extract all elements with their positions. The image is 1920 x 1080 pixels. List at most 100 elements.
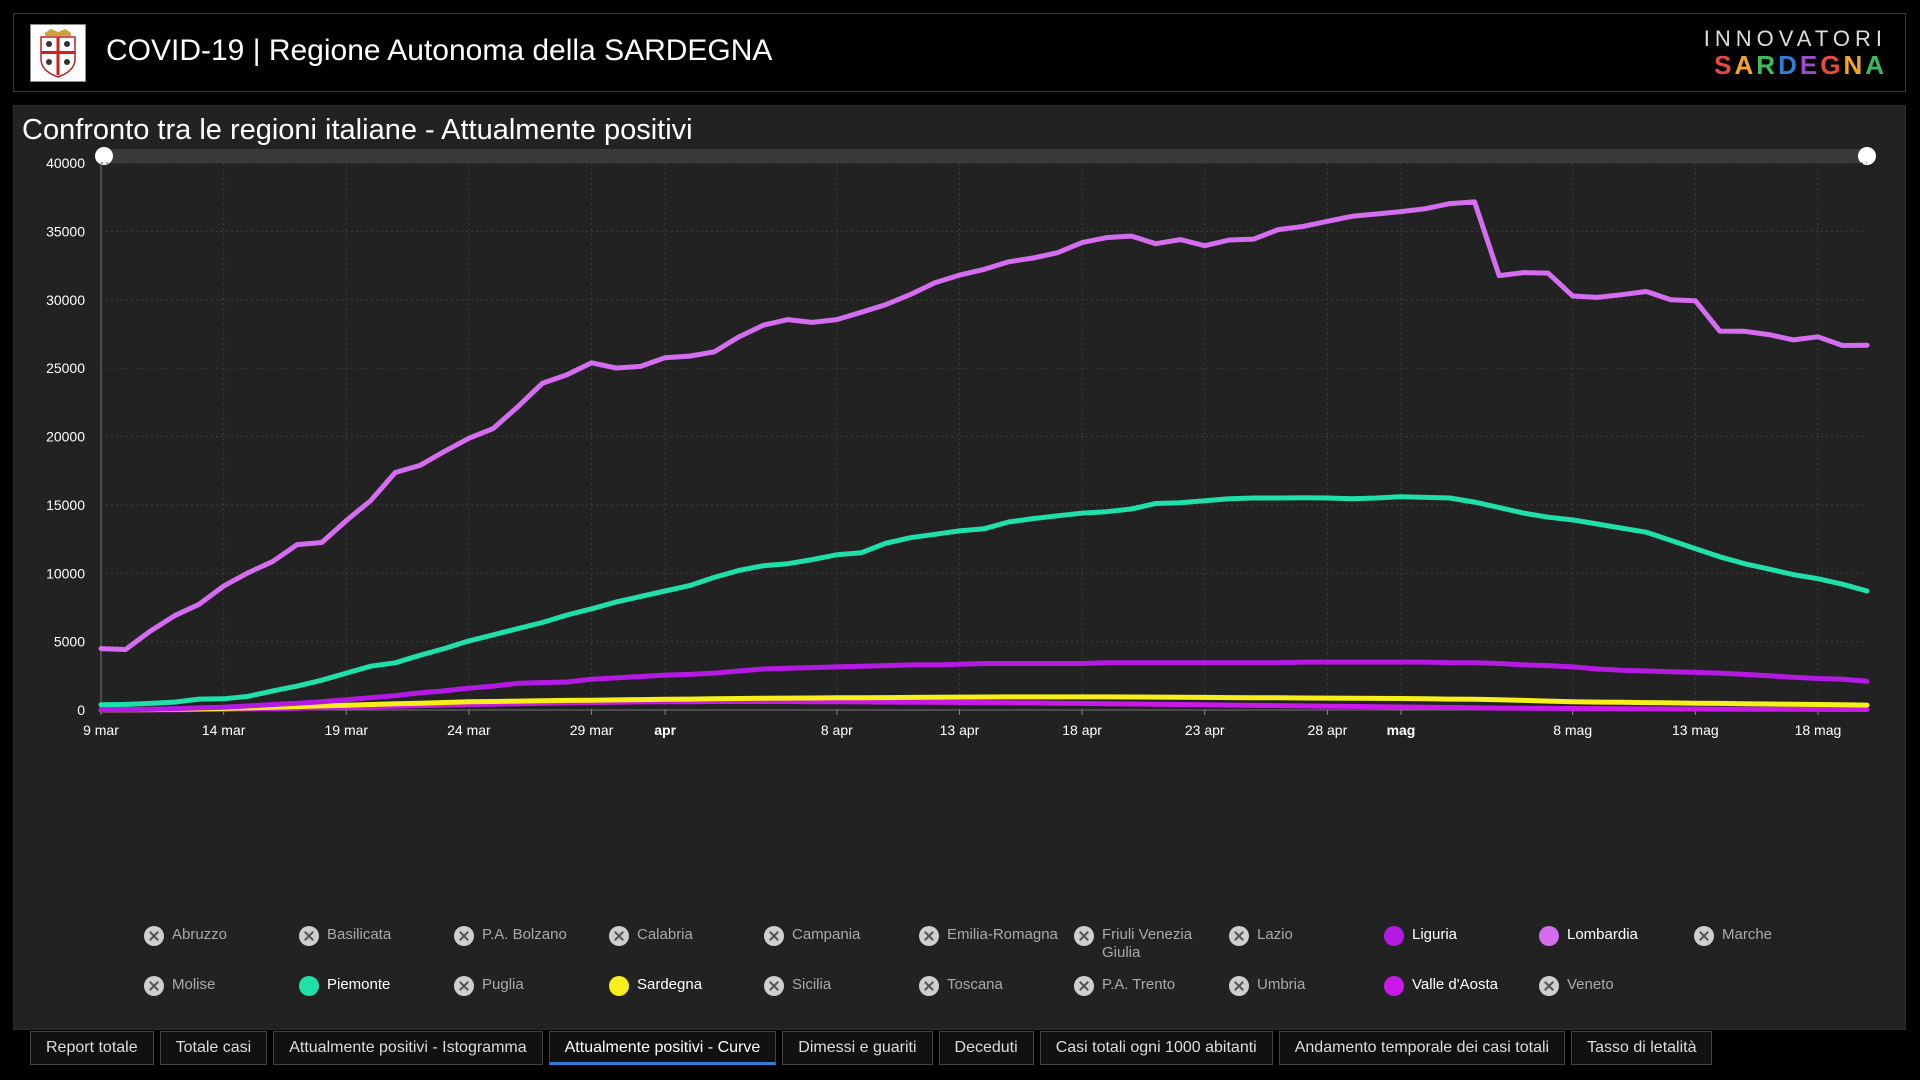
legend-swatch — [1539, 926, 1559, 946]
legend-item-liguria[interactable]: Liguria — [1384, 926, 1532, 960]
legend-disabled-icon — [764, 976, 784, 996]
legend-item-p-a-bolzano[interactable]: P.A. Bolzano — [454, 926, 602, 960]
y-tick-label: 40000 — [46, 155, 85, 171]
legend-label: Campania — [792, 926, 861, 943]
brand-line1: INNOVATORI — [1703, 26, 1887, 51]
legend-label: Toscana — [947, 976, 1003, 993]
legend-item-puglia[interactable]: Puglia — [454, 976, 602, 1010]
x-tick-label: 19 mar — [324, 722, 368, 738]
legend-swatch — [299, 976, 319, 996]
legend-disabled-icon — [144, 926, 164, 946]
range-slider-right-handle[interactable] — [1858, 147, 1876, 165]
legend-swatch — [1384, 976, 1404, 996]
tab-totale-casi[interactable]: Totale casi — [159, 1031, 268, 1065]
legend-item-toscana[interactable]: Toscana — [919, 976, 1067, 1010]
legend-label: P.A. Bolzano — [482, 926, 567, 943]
legend-disabled-icon — [1229, 926, 1249, 946]
legend-label: Molise — [172, 976, 216, 993]
x-tick-label: apr — [654, 722, 676, 738]
tab-dimessi-e-guariti[interactable]: Dimessi e guariti — [782, 1031, 933, 1065]
legend-label: Puglia — [482, 976, 524, 993]
legend-disabled-icon — [609, 926, 629, 946]
dashboard-tabs: Report totale Totale casi Attualmente posi… — [30, 1031, 1718, 1065]
tab-deceduti[interactable]: Deceduti — [938, 1031, 1034, 1065]
legend-disabled-icon — [1229, 976, 1249, 996]
range-slider-track[interactable] — [101, 149, 1867, 163]
legend-item-abruzzo[interactable]: Abruzzo — [144, 926, 292, 960]
y-tick-label: 5000 — [54, 634, 85, 650]
legend-label: Marche — [1722, 926, 1773, 943]
legend-disabled-icon — [144, 976, 164, 996]
x-tick-label: 18 apr — [1062, 722, 1102, 738]
innovatori-sardegna-logo: INNOVATORI SARDEGNA — [1704, 26, 1887, 81]
legend-disabled-icon — [299, 926, 319, 946]
x-tick-label: 29 mar — [570, 722, 614, 738]
y-tick-label: 15000 — [46, 497, 85, 513]
x-tick-label: 13 apr — [940, 722, 980, 738]
legend-item-umbria[interactable]: Umbria — [1229, 976, 1377, 1010]
legend-disabled-icon — [1074, 926, 1094, 946]
legend-disabled-icon — [1694, 926, 1714, 946]
tab-tasso-di-letalit-[interactable]: Tasso di letalità — [1571, 1031, 1713, 1065]
y-tick-label: 0 — [77, 702, 85, 718]
y-tick-label: 10000 — [46, 565, 85, 581]
legend-item-calabria[interactable]: Calabria — [609, 926, 757, 960]
legend-item-piemonte[interactable]: Piemonte — [299, 976, 447, 1010]
tab-attualmente-positivi-istogramma[interactable]: Attualmente positivi - Istogramma — [273, 1031, 543, 1065]
legend-label: Sicilia — [792, 976, 832, 993]
legend-item-p-a-trento[interactable]: P.A. Trento — [1074, 976, 1222, 1010]
legend-disabled-icon — [1539, 976, 1559, 996]
tab-attualmente-positivi-curve[interactable]: Attualmente positivi - Curve — [548, 1031, 777, 1065]
tab-andamento-temporale-dei-casi-totali[interactable]: Andamento temporale dei casi totali — [1278, 1031, 1566, 1065]
tab-report-totale[interactable]: Report totale — [30, 1031, 154, 1065]
legend-swatch — [609, 976, 629, 996]
legend-item-molise[interactable]: Molise — [144, 976, 292, 1010]
legend-label: Piemonte — [327, 976, 391, 993]
legend-item-veneto[interactable]: Veneto — [1539, 976, 1687, 1010]
app-title: COVID-19 | Regione Autonoma della SARDEG… — [106, 34, 773, 67]
legend-item-lazio[interactable]: Lazio — [1229, 926, 1377, 960]
legend-item-campania[interactable]: Campania — [764, 926, 912, 960]
x-tick-label: 23 apr — [1185, 722, 1225, 738]
x-tick-label: 8 apr — [821, 722, 853, 738]
legend-disabled-icon — [1074, 976, 1094, 996]
legend-label: Lombardia — [1567, 926, 1638, 943]
legend-label: Umbria — [1257, 976, 1306, 993]
region-crest-logo — [30, 24, 86, 82]
series-line-lombardia[interactable] — [98, 199, 1870, 652]
chart-title: Confronto tra le regioni italiane - Attu… — [22, 114, 693, 146]
legend-label: Lazio — [1257, 926, 1293, 943]
legend-label: Friuli Venezia Giulia — [1102, 926, 1193, 961]
y-tick-label: 25000 — [46, 360, 85, 376]
legend-disabled-icon — [919, 926, 939, 946]
x-tick-label: 8 mag — [1553, 722, 1592, 738]
legend-item-valle-d-aosta[interactable]: Valle d'Aosta — [1384, 976, 1532, 1010]
legend-disabled-icon — [454, 976, 474, 996]
legend-item-sicilia[interactable]: Sicilia — [764, 976, 912, 1010]
series-line-sardegna[interactable] — [98, 694, 1870, 713]
x-tick-label: 18 mag — [1795, 722, 1842, 738]
tab-casi-totali-ogni-1000-abitanti[interactable]: Casi totali ogni 1000 abitanti — [1039, 1031, 1273, 1065]
legend-disabled-icon — [454, 926, 474, 946]
legend-disabled-icon — [764, 926, 784, 946]
line-chart: 0 5000 10000 15000 20000 25000 30000 35000 40000… — [46, 147, 1876, 738]
legend-item-basilicata[interactable]: Basilicata — [299, 926, 447, 960]
legend-item-emilia-romagna[interactable]: Emilia-Romagna — [919, 926, 1067, 960]
y-tick-label: 20000 — [46, 429, 85, 445]
legend-item-sardegna[interactable]: Sardegna — [609, 976, 757, 1010]
legend-item-friuli-venezia-giulia[interactable]: Friuli Venezia Giulia — [1074, 926, 1222, 961]
legend-label: Veneto — [1567, 976, 1614, 993]
x-tick-label: 13 mag — [1672, 722, 1719, 738]
x-tick-label: 24 mar — [447, 722, 491, 738]
legend-label: Abruzzo — [172, 926, 228, 943]
x-tick-label: 14 mar — [202, 722, 246, 738]
legend-label: Emilia-Romagna — [947, 926, 1058, 943]
legend-item-marche[interactable]: Marche — [1694, 926, 1842, 960]
range-slider-left-handle[interactable] — [95, 147, 113, 165]
legend-label: P.A. Trento — [1102, 976, 1176, 993]
legend-item-lombardia[interactable]: Lombardia — [1539, 926, 1687, 960]
series-line-liguria[interactable] — [98, 659, 1870, 713]
series-line-piemonte[interactable] — [98, 494, 1870, 708]
legend-disabled-icon — [919, 976, 939, 996]
x-tick-label: mag — [1387, 722, 1416, 738]
